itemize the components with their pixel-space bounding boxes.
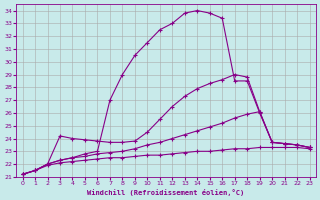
X-axis label: Windchill (Refroidissement éolien,°C): Windchill (Refroidissement éolien,°C) (87, 189, 245, 196)
